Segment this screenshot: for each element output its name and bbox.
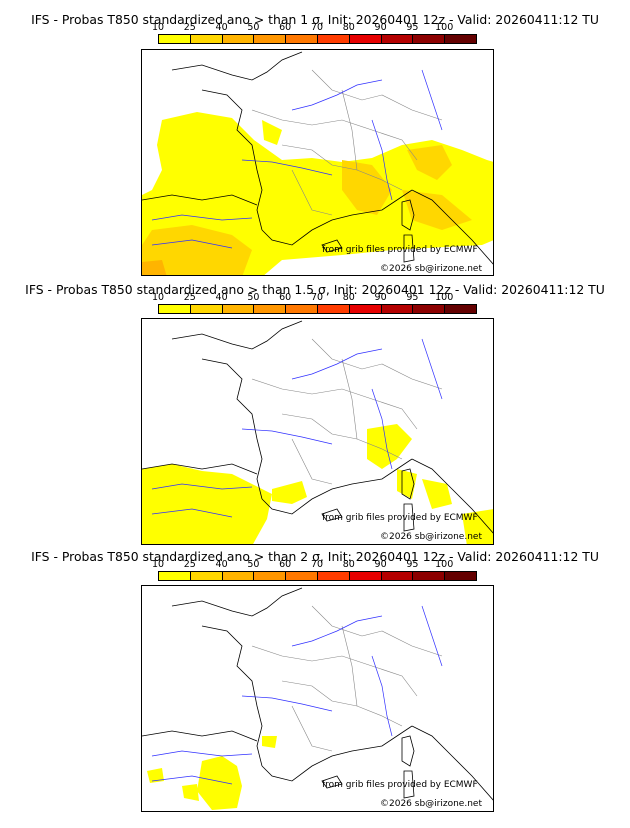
scale-swatch [189,34,223,44]
scale-tick-label: 50 [247,22,260,33]
copyright-credit: ©2026 sb@irizone.net [380,532,482,542]
scale-swatch [348,34,382,44]
scale-tick-label: 80 [342,22,355,33]
scale-tick-label: 50 [247,292,260,303]
scale-swatch [253,34,287,44]
scale-swatch [348,571,382,581]
scale-swatch [285,304,318,314]
coastline [142,587,493,801]
coastline [142,51,493,265]
scale-swatch [412,304,446,314]
scale-swatch [317,34,350,44]
scale-tick-label: 10 [151,292,165,303]
scale-tick-label: 40 [215,292,228,303]
copyright-credit: ©2026 sb@irizone.net [380,264,482,274]
scale-swatch [380,34,414,44]
scale-swatch [189,304,223,314]
scale-tick-label: 70 [310,22,324,33]
scale-tick-label: 10 [151,559,165,570]
scale-tick-label: 10 [151,22,165,33]
scale-swatch [380,304,414,314]
scale-tick-label: 80 [342,559,355,570]
scale-tick-label: 95 [406,292,419,303]
probability-shading [142,112,493,275]
scale-swatch [158,571,191,581]
scale-tick-label: 95 [406,559,419,570]
scale-tick-label: 25 [183,22,196,33]
source-credit: from grib files provided by ECMWF [322,513,478,523]
scale-swatch [221,34,255,44]
scale-swatch [317,304,350,314]
probability-map: from grib files provided by ECMWF ©2026 … [141,49,494,276]
scale-tick-label: 40 [215,559,228,570]
probability-map: from grib files provided by ECMWF ©2026 … [141,318,494,545]
panel-title: IFS - Probas T850 standardized ano > tha… [31,12,599,27]
scale-swatch [158,304,191,314]
probability-shading [142,424,493,544]
scale-tick-label: 95 [406,22,419,33]
borders [251,338,443,485]
scale-tick-label: 25 [183,292,196,303]
scale-tick-label: 100 [435,292,454,303]
scale-tick-label: 70 [310,292,324,303]
scale-swatch [285,34,318,44]
color-scale: 10 25 40 50 60 70 80 90 95 100 [152,22,477,44]
scale-swatch [253,304,287,314]
map-svg [142,587,493,810]
rivers [151,338,443,518]
scale-swatch [317,571,350,581]
scale-swatch [158,34,191,44]
borders [251,69,443,216]
scale-tick-label: 70 [310,559,324,570]
scale-tick-label: 90 [374,22,387,33]
scale-tick-label: 90 [374,292,387,303]
rivers [151,605,443,785]
map-svg [142,51,493,275]
panel-title: IFS - Probas T850 standardized ano > tha… [25,282,605,297]
scale-tick-label: 50 [247,559,260,570]
scale-tick-label: 60 [279,559,292,570]
scale-tick-label: 100 [435,22,454,33]
scale-swatch [189,571,223,581]
rivers [151,69,443,249]
scale-swatch [412,34,446,44]
forecast-panel-1: IFS - Probas T850 standardized ano > tha… [0,12,630,280]
scale-tick-label: 25 [183,559,196,570]
scale-tick-label: 80 [342,292,355,303]
forecast-panel-3: IFS - Probas T850 standardized ano > tha… [0,549,630,824]
scale-swatch [253,571,287,581]
scale-tick-label: 90 [374,559,387,570]
scale-swatch [285,571,318,581]
scale-swatch [444,34,477,44]
coastline [142,320,493,534]
source-credit: from grib files provided by ECMWF [322,245,478,255]
scale-swatch [444,571,477,581]
copyright-credit: ©2026 sb@irizone.net [380,799,482,809]
scale-tick-label: 100 [435,559,454,570]
scale-swatch [412,571,446,581]
scale-swatch [380,571,414,581]
forecast-panel-2: IFS - Probas T850 standardized ano > tha… [0,282,630,550]
scale-tick-label: 40 [215,22,228,33]
probability-map: from grib files provided by ECMWF ©2026 … [141,585,494,812]
scale-tick-label: 60 [279,22,292,33]
probability-shading [147,736,277,810]
scale-swatch [444,304,477,314]
scale-swatch [221,304,255,314]
borders [251,605,443,752]
map-svg [142,320,493,544]
color-scale: 10 25 40 50 60 70 80 90 95 100 [152,559,477,581]
scale-tick-label: 60 [279,292,292,303]
color-scale: 10 25 40 50 60 70 80 90 95 100 [152,292,477,314]
scale-swatch [348,304,382,314]
source-credit: from grib files provided by ECMWF [322,780,478,790]
panel-title: IFS - Probas T850 standardized ano > tha… [31,549,599,564]
scale-swatch [221,571,255,581]
